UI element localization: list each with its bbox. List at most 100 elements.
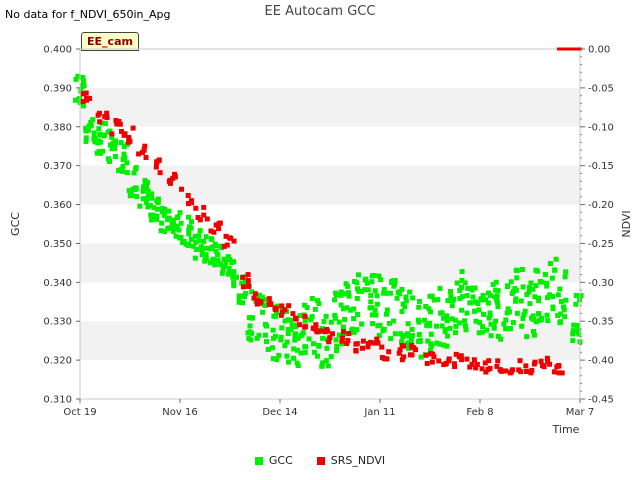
gcc-point xyxy=(96,126,102,132)
gcc-point xyxy=(498,336,504,342)
ndvi-point xyxy=(345,338,351,344)
gcc-point xyxy=(124,160,130,166)
gcc-point xyxy=(434,340,440,346)
ndvi-point xyxy=(429,359,435,365)
ndvi-point xyxy=(545,358,551,364)
ndvi-point xyxy=(510,367,516,373)
gcc-point xyxy=(315,298,321,304)
ndvi-point xyxy=(95,112,101,118)
gcc-point xyxy=(501,321,507,327)
gcc-point xyxy=(562,314,568,320)
gcc-point xyxy=(78,88,84,94)
ndvi-point xyxy=(290,311,296,317)
gcc-point xyxy=(374,301,380,307)
gcc-point xyxy=(170,228,176,234)
gcc-point xyxy=(536,295,542,301)
gcc-point xyxy=(254,335,260,341)
gcc-point xyxy=(381,326,387,332)
x-axis-label: Time xyxy=(552,423,580,436)
ndvi-point xyxy=(197,217,203,223)
gcc-point xyxy=(459,294,465,300)
gcc-point xyxy=(418,354,424,360)
gcc-point xyxy=(274,357,280,363)
gcc-point xyxy=(403,294,409,300)
gcc-point xyxy=(149,217,155,223)
gcc-point xyxy=(289,323,295,329)
gcc-point xyxy=(133,165,139,171)
ndvi-point xyxy=(399,357,405,363)
ndvi-swatch xyxy=(316,456,325,465)
gcc-point xyxy=(165,226,171,232)
legend-label-gcc: GCC xyxy=(268,454,293,467)
y-tick-label: 0.370 xyxy=(43,161,72,172)
ndvi-point xyxy=(318,328,324,334)
gcc-point xyxy=(143,199,149,205)
ndvi-point xyxy=(479,366,485,372)
plot-frame xyxy=(79,48,581,400)
gcc-point xyxy=(256,292,262,298)
gcc-point xyxy=(557,311,563,317)
gcc-point xyxy=(351,316,357,322)
gcc-point xyxy=(320,335,326,341)
gcc-point xyxy=(530,328,536,334)
y2-tick-label: -0.15 xyxy=(588,161,614,172)
gcc-point xyxy=(423,303,429,309)
ndvi-point xyxy=(116,118,122,124)
background-band xyxy=(80,243,580,283)
ndvi-points xyxy=(80,90,565,376)
gcc-point xyxy=(141,184,147,190)
gcc-point xyxy=(208,246,214,252)
gcc-point xyxy=(526,284,532,290)
gcc-point xyxy=(514,310,520,316)
gcc-point xyxy=(209,236,215,242)
gcc-point xyxy=(247,323,253,329)
gcc-point xyxy=(213,248,219,254)
ndvi-point xyxy=(498,367,504,373)
gcc-point xyxy=(285,317,291,323)
ndvi-point xyxy=(458,353,464,359)
gcc-point xyxy=(493,279,499,285)
gcc-point xyxy=(370,321,376,327)
gcc-point xyxy=(276,352,282,358)
gcc-point xyxy=(415,317,421,323)
gcc-point xyxy=(284,339,290,345)
gcc-point xyxy=(145,179,151,185)
gcc-point xyxy=(428,331,434,337)
gcc-point xyxy=(530,286,536,292)
ndvi-point xyxy=(113,118,119,124)
gcc-point xyxy=(220,267,226,273)
gcc-point xyxy=(545,318,551,324)
gcc-point xyxy=(265,347,271,353)
gcc-point xyxy=(189,219,195,225)
x-tick-label: Nov 16 xyxy=(162,407,197,418)
gcc-point xyxy=(292,332,298,338)
y-tick-label: 0.330 xyxy=(43,317,72,328)
ndvi-point xyxy=(474,361,480,367)
gcc-point xyxy=(306,336,312,342)
gcc-point xyxy=(278,337,284,343)
gcc-point xyxy=(320,360,326,366)
gcc-point xyxy=(449,316,455,322)
gcc-point xyxy=(369,312,375,318)
gcc-point xyxy=(518,298,524,304)
gcc-point xyxy=(376,273,382,279)
ndvi-point xyxy=(204,216,210,222)
gcc-point xyxy=(513,298,519,304)
gcc-point xyxy=(212,262,218,268)
gcc-point xyxy=(519,323,525,329)
ndvi-point xyxy=(286,303,292,309)
ndvi-point xyxy=(329,331,335,337)
ndvi-point xyxy=(374,336,380,342)
y-tick-label: 0.360 xyxy=(43,200,72,211)
gcc-point xyxy=(364,280,370,286)
gcc-point xyxy=(451,296,457,302)
gcc-point xyxy=(92,139,98,145)
ndvi-point xyxy=(213,222,219,228)
ndvi-point xyxy=(451,361,457,367)
gcc-point xyxy=(421,317,427,323)
gcc-point xyxy=(323,358,329,364)
y2-tick-label: 0.00 xyxy=(588,45,610,56)
ndvi-point xyxy=(559,370,565,376)
gcc-point xyxy=(101,132,107,138)
gcc-point xyxy=(536,310,542,316)
